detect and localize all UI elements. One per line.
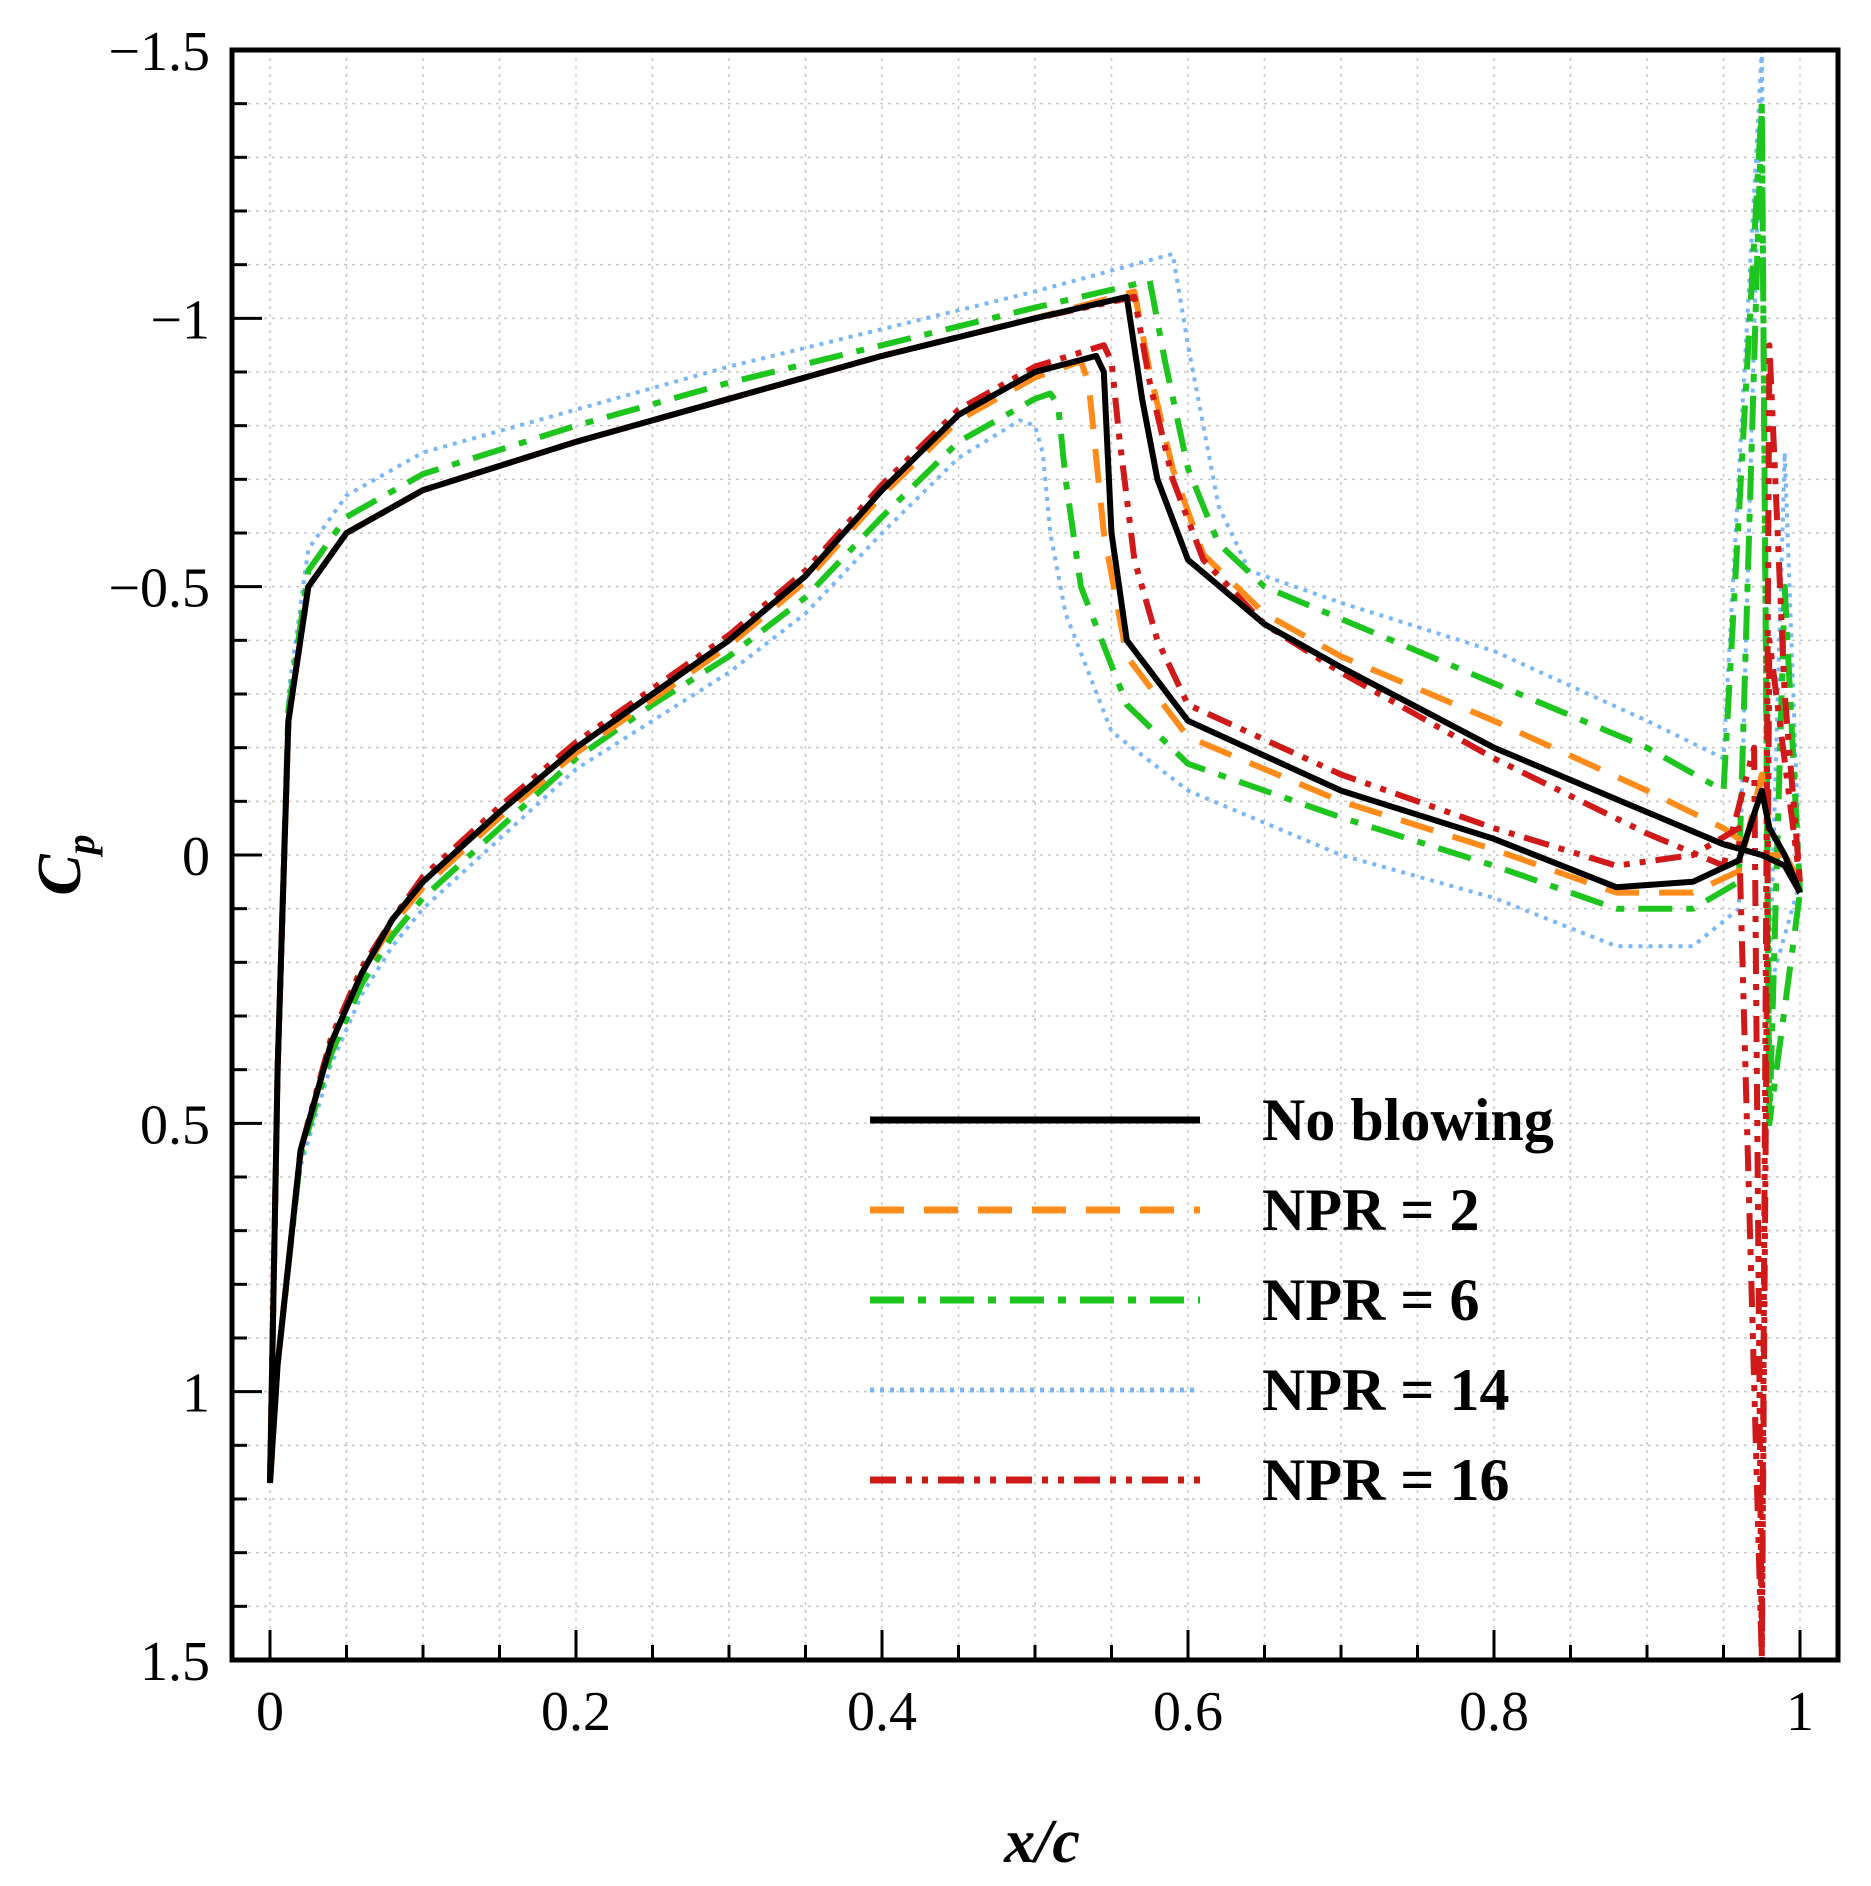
series-layer [267,50,1803,1660]
y-tick-label: 1 [182,1363,210,1425]
x-tick-label: 0.4 [847,1681,917,1743]
y-axis-title-main: C [26,854,94,896]
series-3-lower-line [268,50,1802,1484]
series-2-lower-line [267,100,1803,1484]
y-tick-label: 0.5 [140,1094,210,1156]
ticks [232,48,1802,1662]
legend: No blowing NPR = 2 NPR = 6 NPR = 14 NPR = 16 [870,1087,1554,1513]
y-tick-label: −1 [150,289,210,351]
y-tick-label: 1.5 [140,1631,210,1693]
series-2-upper-line [267,100,1803,1483]
y-axis-title-subscript: p [58,834,103,857]
x-tick-label: 0.2 [541,1681,611,1743]
legend-label-0: No blowing [1262,1087,1554,1153]
legend-label-1: NPR = 2 [1262,1177,1480,1243]
x-axis-title: x/c [1003,1808,1080,1876]
x-tick-label: 0.6 [1153,1681,1223,1743]
series-0-upper-line [267,293,1803,1483]
tick-labels: 0 0.2 0.4 0.6 0.8 1 −1.5 −1 −0.5 0 0.5 1 1.5 [108,21,1814,1743]
y-tick-label: −0.5 [108,558,210,620]
y-axis-title: Cp [26,834,103,895]
series-0-lower-line [267,352,1803,1484]
x-tick-label: 0.8 [1459,1681,1529,1743]
legend-label-4: NPR = 16 [1262,1447,1510,1513]
y-tick-label: −1.5 [108,21,210,83]
svg-text:Cp: Cp [26,834,103,895]
legend-label-3: NPR = 14 [1262,1357,1510,1423]
y-tick-label: 0 [182,826,210,888]
x-tick-label: 1 [1786,1681,1814,1743]
grid [232,49,1838,1661]
x-tick-label: 0 [256,1681,284,1743]
legend-label-2: NPR = 6 [1262,1267,1480,1333]
